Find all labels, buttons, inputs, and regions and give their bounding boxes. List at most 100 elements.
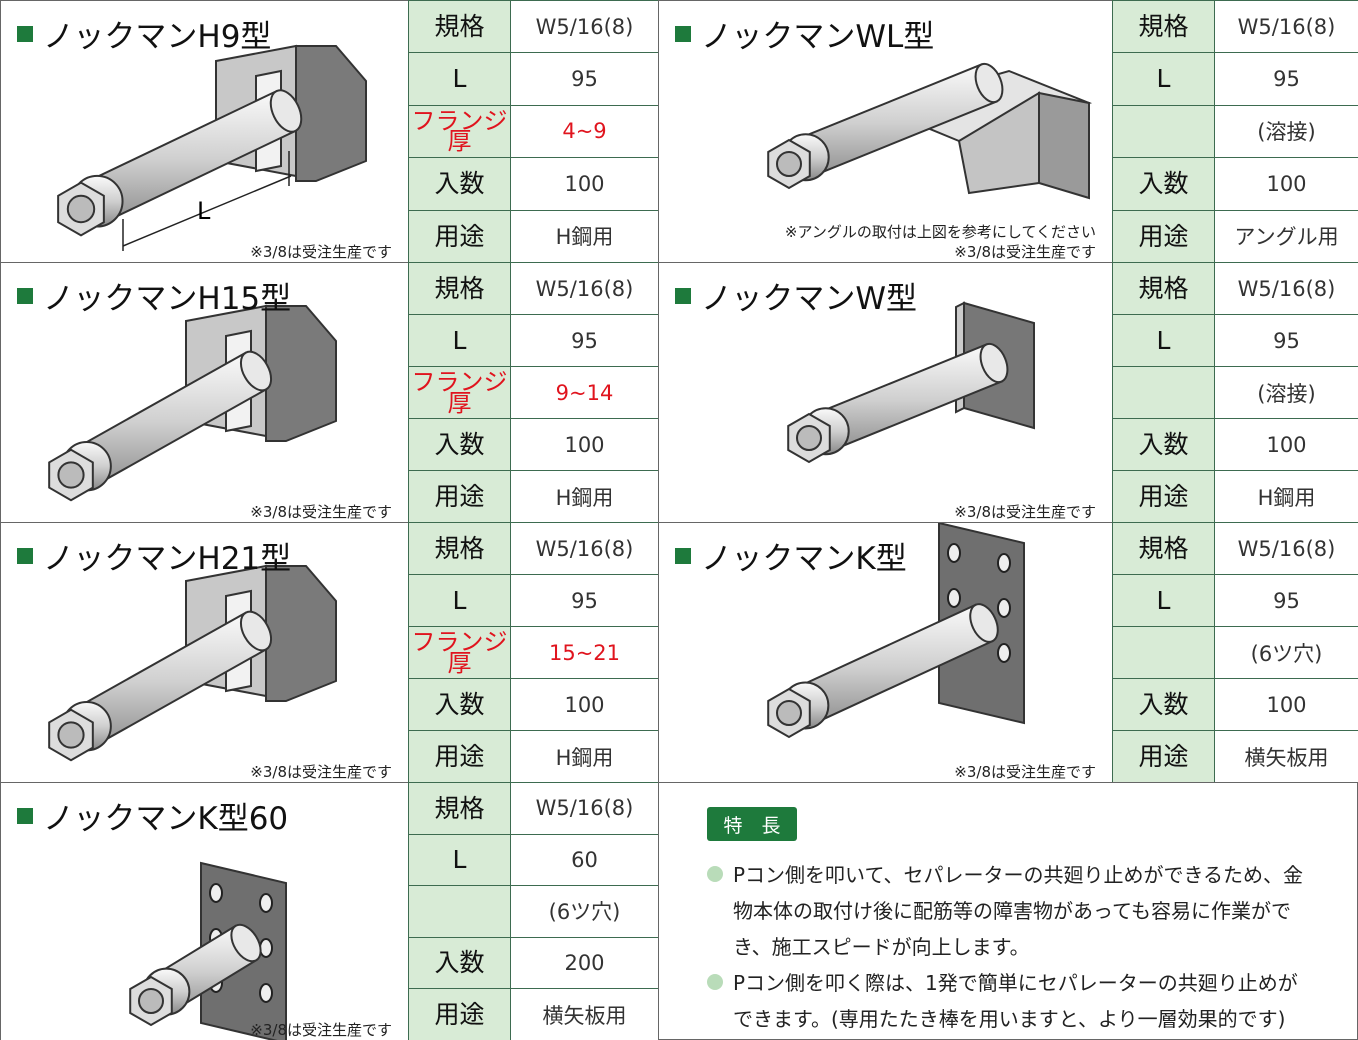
spec-label-text: L xyxy=(452,64,467,94)
spec-label-text: 入数 xyxy=(1138,169,1189,199)
spec-value: 95 xyxy=(510,574,659,627)
plate xyxy=(265,565,337,702)
spec-label: 入数 xyxy=(1112,418,1215,471)
title-text: ノックマンH15型 xyxy=(43,281,292,317)
spec-value: 200 xyxy=(510,936,659,990)
product-panel: ノックマンK型 ※3/8は受注生産です xyxy=(658,522,1113,783)
note: ※3/8は受注生産です xyxy=(250,243,392,261)
spec-label-text: 規格 xyxy=(1138,533,1189,563)
spec-label: L xyxy=(408,833,511,887)
nut-hole xyxy=(66,194,96,224)
spec-label: 用途 xyxy=(408,209,511,263)
spec-label: 入数 xyxy=(1112,157,1215,211)
spec-value: 95 xyxy=(1214,314,1358,367)
spec-label-text: 入数 xyxy=(1138,429,1189,459)
nut-hole xyxy=(776,700,802,726)
spec-value: 横矢板用 xyxy=(1214,730,1358,783)
spec-label-text: 入数 xyxy=(434,948,485,978)
dimension-label: L xyxy=(197,197,211,225)
note: ※アングルの取付は上図を参考にしてください xyxy=(784,223,1096,241)
spec-label: L xyxy=(1112,52,1215,106)
plate xyxy=(265,305,337,442)
spec-label: 規格 xyxy=(1112,0,1215,54)
spec-label-text: フランジ厚 xyxy=(411,628,508,677)
title-marker xyxy=(675,547,691,564)
note: ※3/8は受注生産です xyxy=(954,243,1096,261)
product-panel: ノックマンK型60 ※3/8は受注生産です xyxy=(0,782,409,1040)
features-panel: 特 長 Pコン側を叩いて、セパレーターの共廻り止めができるため、金物本体の取付け後… xyxy=(658,782,1358,1040)
spec-value: W5/16(8) xyxy=(510,0,659,54)
spec-label-text: 用途 xyxy=(1138,481,1189,511)
spec-value: 100 xyxy=(1214,418,1358,471)
spec-label-text: フランジ厚 xyxy=(411,107,508,156)
hole xyxy=(947,543,961,563)
product-title: ノックマンH15型 xyxy=(17,273,291,318)
product-panel: ノックマンH9型 L ※3/8は受注生産です xyxy=(0,0,409,263)
hole xyxy=(259,893,273,913)
product-title: ノックマンWL型 xyxy=(675,11,934,56)
spec-label: 用途 xyxy=(408,730,511,783)
nut-hole xyxy=(776,151,802,177)
illustration xyxy=(767,523,1025,739)
bolt-end xyxy=(239,350,273,392)
product-title: ノックマンK型60 xyxy=(17,793,288,838)
spec-label-text: 入数 xyxy=(434,689,485,719)
spec-value: (溶接) xyxy=(1214,104,1358,159)
spec-label: 入数 xyxy=(1112,678,1215,731)
spec-value: アングル用 xyxy=(1214,209,1358,263)
title-text: ノックマンH21型 xyxy=(43,541,292,577)
spec-label: 用途 xyxy=(1112,470,1215,523)
title-marker xyxy=(17,807,33,824)
illustration xyxy=(48,564,337,762)
note: ※3/8は受注生産です xyxy=(954,503,1096,521)
note: ※3/8は受注生産です xyxy=(954,763,1096,781)
feature-item: Pコン側を叩いて、セパレーターの共廻り止めができるため、金物本体の取付け後に配筋… xyxy=(733,863,1304,959)
spec-label-text: L xyxy=(452,325,467,355)
nut-hole xyxy=(796,425,822,451)
spec-label xyxy=(408,885,511,938)
spec-value: 100 xyxy=(510,678,659,731)
hole xyxy=(209,883,223,903)
product-title: ノックマンH21型 xyxy=(17,533,291,578)
nut-hole xyxy=(57,461,85,489)
title-marker xyxy=(675,287,691,304)
illustration xyxy=(129,861,287,1040)
spec-label: 用途 xyxy=(408,470,511,523)
product-panel: ノックマンWL型 ※アングルの取付は上図を参考にしてください ※3/8は受注生産です xyxy=(658,0,1113,263)
spec-label xyxy=(1112,104,1215,159)
title-marker xyxy=(675,25,691,42)
title-marker xyxy=(17,547,33,564)
spec-label-text: L xyxy=(1156,64,1171,94)
spec-label: 入数 xyxy=(408,157,511,211)
spec-label-text: 規格 xyxy=(434,533,485,563)
spec-label: 規格 xyxy=(408,262,511,315)
nut-hole xyxy=(57,721,85,749)
bolt-end xyxy=(230,923,262,963)
spec-value: H鋼用 xyxy=(510,730,659,783)
spec-label: フランジ厚 xyxy=(408,626,511,679)
spec-label-text: フランジ厚 xyxy=(411,368,508,417)
spec-label-text: 規格 xyxy=(1138,12,1189,42)
spec-label-text: 用途 xyxy=(434,1000,485,1030)
spec-label: フランジ厚 xyxy=(408,104,511,159)
spec-label-text: 規格 xyxy=(434,273,485,303)
nut-hole xyxy=(138,988,164,1014)
spec-value: W5/16(8) xyxy=(510,782,659,835)
spec-label: L xyxy=(408,52,511,106)
spec-value: 4~9 xyxy=(510,104,659,159)
bolt-end xyxy=(239,610,273,652)
title-text: ノックマンH9型 xyxy=(43,19,272,55)
spec-label-text: 用途 xyxy=(1138,741,1189,771)
plate xyxy=(295,45,367,182)
hole xyxy=(997,553,1011,573)
spec-value: 95 xyxy=(1214,52,1358,106)
plate xyxy=(957,91,1040,195)
illustration xyxy=(767,62,1093,200)
spec-label: L xyxy=(408,574,511,627)
title-marker xyxy=(17,287,33,304)
spec-label: 入数 xyxy=(408,936,511,990)
product-panel: ノックマンW型 ※3/8は受注生産です xyxy=(658,262,1113,523)
title-text: ノックマンK型60 xyxy=(43,801,289,837)
spec-value: 15~21 xyxy=(510,626,659,679)
